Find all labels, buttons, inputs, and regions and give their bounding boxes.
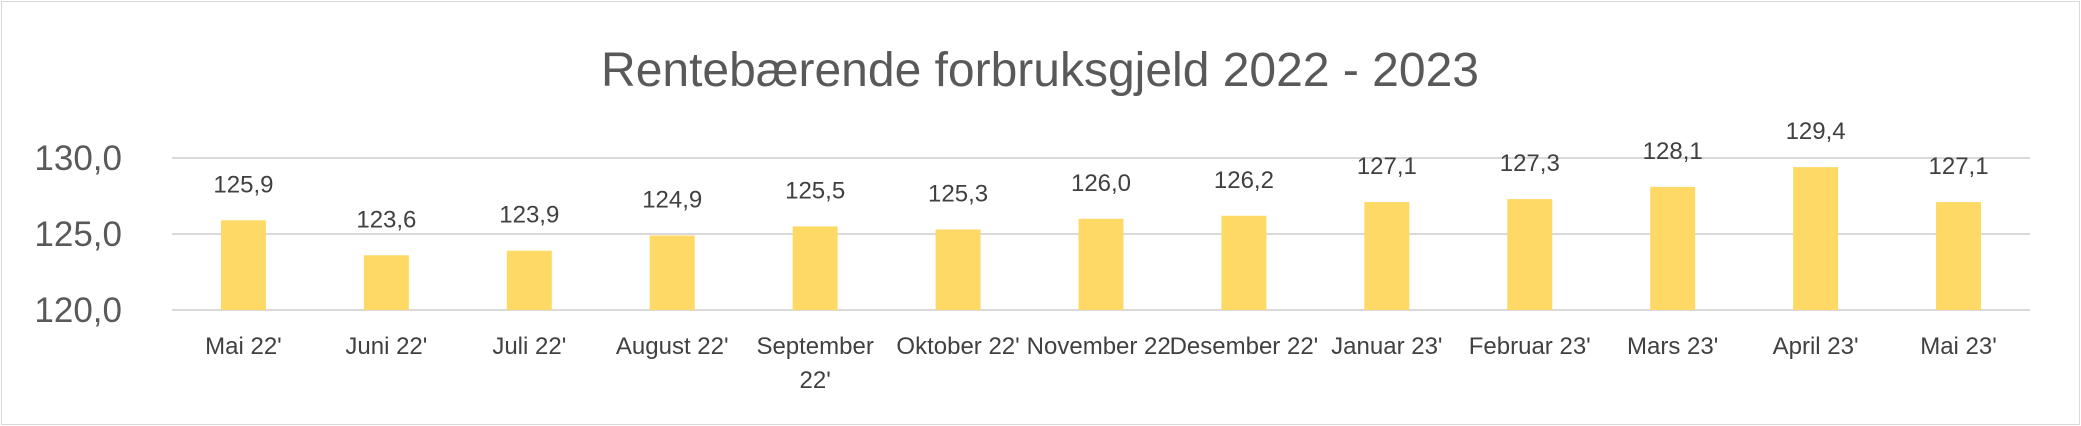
data-label: 123,6 [356, 206, 416, 233]
bar [649, 235, 695, 310]
x-tick-label: Februar 23' [1469, 333, 1591, 360]
x-tick-label: Juni 22' [345, 333, 427, 360]
x-tick-label: September 22' [756, 333, 873, 394]
data-label: 127,1 [1929, 153, 1989, 180]
data-label: 128,1 [1643, 138, 1703, 165]
y-axis-ticks: 120,0 125,0 130,0 [34, 139, 122, 330]
bar [1507, 199, 1553, 310]
data-label: 125,3 [928, 180, 988, 207]
bar [1364, 202, 1410, 310]
x-tick-label: Juli 22' [492, 333, 566, 360]
x-tick-label: Januar 23' [1331, 333, 1442, 360]
data-label: 127,3 [1500, 150, 1560, 177]
bar [220, 220, 266, 310]
x-tick-label: Mai 22' [205, 333, 282, 360]
y-tick-label: 120,0 [34, 291, 122, 330]
bar [1221, 215, 1267, 310]
data-label: 126,0 [1071, 170, 1131, 197]
bar [1078, 218, 1124, 310]
data-label: 125,9 [213, 171, 273, 198]
data-label: 124,9 [642, 187, 702, 214]
bar [363, 255, 409, 310]
x-tick-label: Mars 23' [1627, 333, 1718, 360]
x-tick-label: August 22' [616, 333, 729, 360]
data-label: 127,1 [1357, 153, 1417, 180]
bar [792, 226, 838, 310]
data-label: 123,9 [499, 202, 559, 229]
x-tick-label: Oktober 22' [896, 333, 1019, 360]
y-tick-label: 130,0 [34, 139, 122, 178]
x-tick-label: Mai 23' [1920, 333, 1997, 360]
data-label: 126,2 [1214, 167, 1274, 194]
chart-title: Rentebærende forbruksgjeld 2022 - 2023 [601, 44, 1479, 97]
x-tick-label: Desember 22' [1170, 333, 1319, 360]
data-label: 129,4 [1786, 118, 1846, 145]
bar [935, 229, 981, 310]
x-tick-label: April 23' [1773, 333, 1859, 360]
bar [1793, 167, 1839, 310]
bars [220, 167, 1982, 310]
x-tick-label: November 22' [1027, 333, 1176, 360]
bar [1650, 186, 1696, 310]
bar [506, 250, 552, 310]
bar [1936, 202, 1982, 310]
data-labels: 125,9 123,6 123,9 124,9 125,5 125,3 126,0 126,2… [213, 118, 1988, 233]
data-label: 125,5 [785, 177, 845, 204]
y-tick-label: 125,0 [34, 215, 122, 254]
x-axis-labels: Mai 22' Juni 22' Juli 22' August 22' Septemb… [205, 333, 1997, 394]
